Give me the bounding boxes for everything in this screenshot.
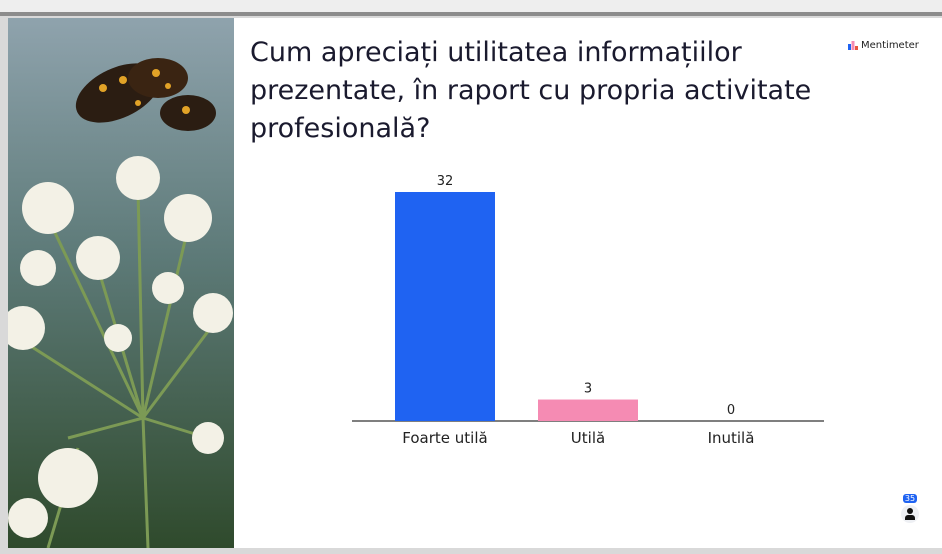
bar (538, 400, 638, 421)
bar (395, 192, 495, 421)
participant-count: 35 (903, 494, 917, 503)
slide: Cum apreciați utilitatea informațiilor p… (8, 18, 942, 548)
value-label: 32 (437, 174, 454, 189)
value-label: 0 (727, 403, 735, 418)
top-bar (0, 0, 942, 16)
participants[interactable]: 35 (901, 494, 919, 523)
chart: 32 Foarte utilă 3 Utilă 0 Inutilă (8, 18, 942, 548)
value-label: 3 (584, 382, 592, 397)
page: Cum apreciați utilitatea informațiilor p… (0, 0, 942, 554)
category-label: Inutilă (708, 429, 755, 447)
category-label: Foarte utilă (402, 429, 487, 447)
category-label: Utilă (571, 429, 605, 447)
participant-icon (901, 505, 919, 523)
